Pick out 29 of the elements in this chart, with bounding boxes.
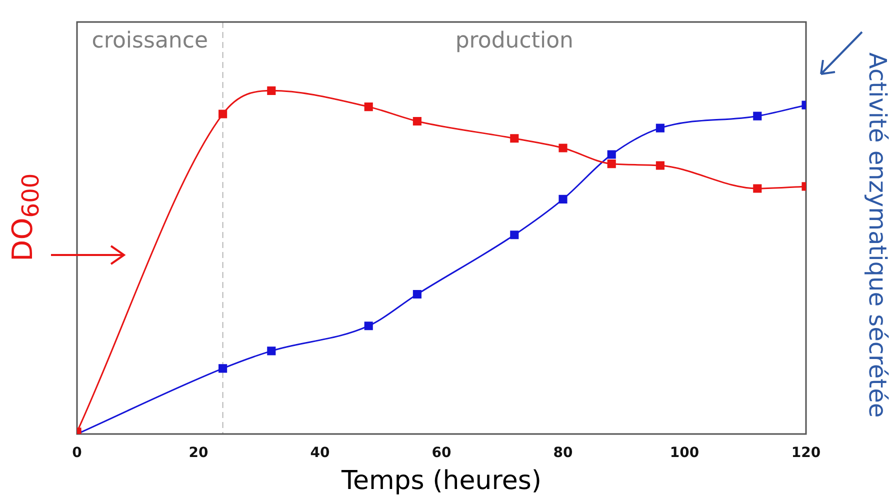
point [510,134,519,143]
point [364,322,373,330]
x-tick-label: 100 [670,445,700,462]
point [412,290,422,299]
point [558,144,568,152]
point [656,124,664,132]
point [218,364,228,373]
point [753,112,762,120]
point [607,150,616,159]
point [753,184,762,193]
x-axis-title: Temps (heures) [340,466,542,496]
y2-axis-title: Activité enzymatique sécrétée [864,52,892,418]
x-tick-label: 40 [310,445,330,462]
point [656,161,664,170]
x-tick-label: 120 [791,445,821,462]
point [218,110,228,118]
point [510,230,519,240]
x-tick-label: 0 [72,445,82,462]
x-tick-label: 80 [553,445,573,462]
point [267,346,276,356]
point [364,102,373,112]
text: production [455,28,574,54]
point [607,160,616,168]
point [267,86,276,95]
point [558,194,568,204]
text: croissance [92,28,208,54]
x-tick-label: 20 [188,445,208,462]
x-tick-label: 60 [432,445,452,462]
point [412,116,422,126]
